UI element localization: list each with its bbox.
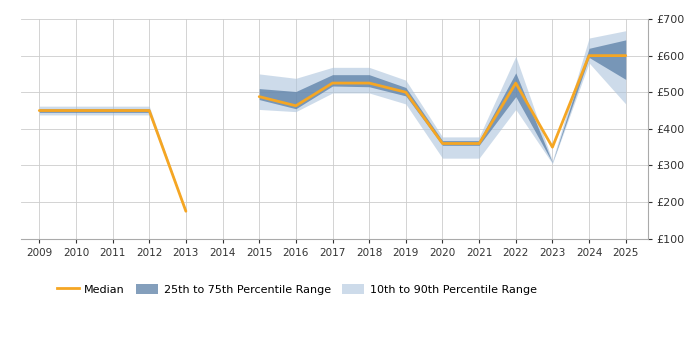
Legend: Median, 25th to 75th Percentile Range, 10th to 90th Percentile Range: Median, 25th to 75th Percentile Range, 1… <box>52 279 541 299</box>
